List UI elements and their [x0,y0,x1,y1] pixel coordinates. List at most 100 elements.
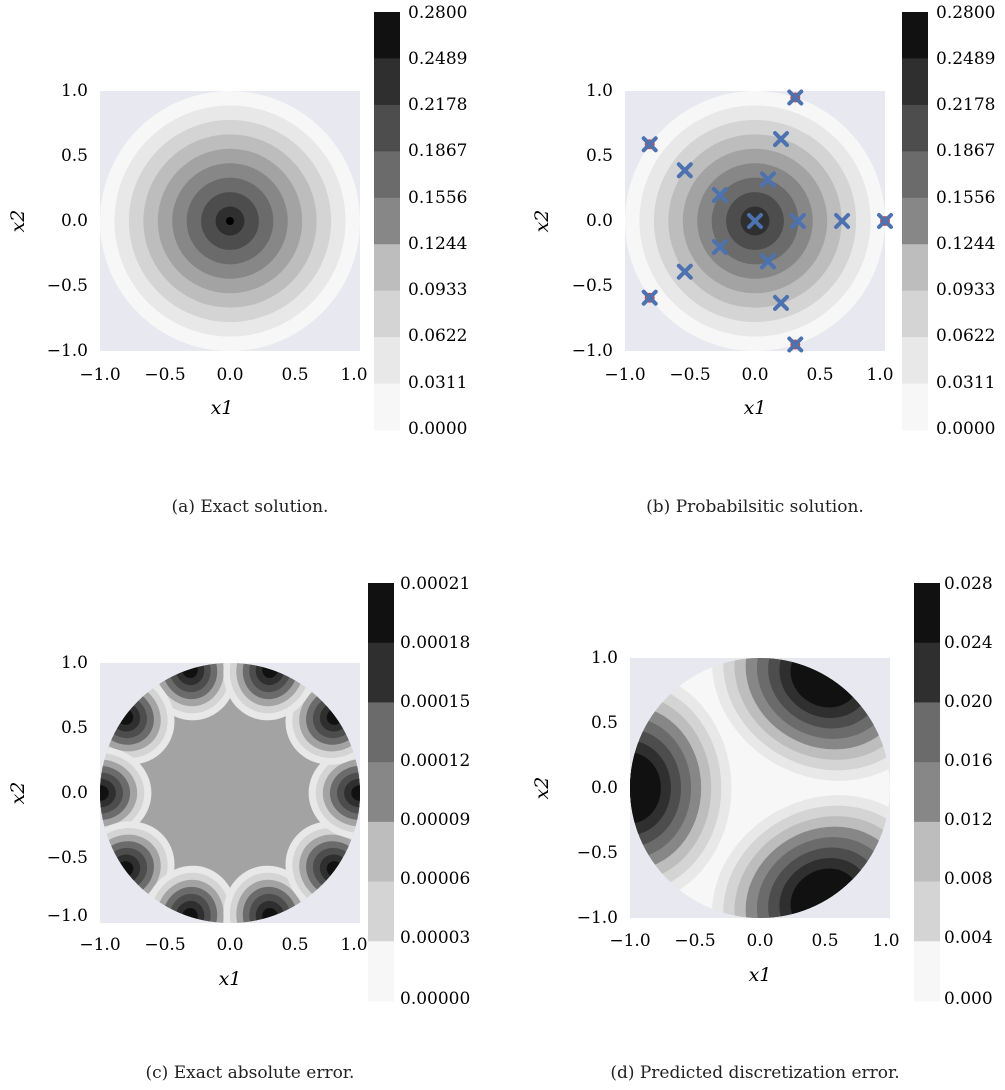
y-axis-label-b: x2 [531,210,553,233]
colorbar-tick-label: 0.1867 [936,141,995,161]
colorbar-tick-label: 0.2800 [408,3,467,23]
colorbar-tick-label: 0.028 [944,574,993,594]
colorbar-segment [368,583,394,644]
colorbar-segment [374,290,400,338]
colorbar-tick-label: 0.2178 [408,95,467,115]
x-tick-label: −0.5 [144,365,185,385]
x-axis-label-b: x1 [744,397,767,419]
colorbar-tick-label: 0.2489 [936,49,995,69]
colorbar-tick-label: 0.0000 [936,419,995,439]
interior-point-marker [760,253,776,270]
colorbar-ticks-d: 0.028 0.024 0.020 0.016 0.012 0.008 0.00… [944,574,993,1009]
colorbar-tick-label: 0.1556 [936,188,995,208]
colorbar-ticks-a: 0.2800 0.2489 0.2178 0.1867 0.1556 0.124… [408,3,467,439]
colorbar-tick-label: 0.1556 [408,188,467,208]
colorbar-tick-label: 0.00009 [400,810,470,830]
x-tick-label: −0.5 [674,931,715,951]
colorbar-tick-label: 0.00021 [400,574,470,594]
x-tick-label: −0.5 [669,365,710,385]
y-tick-label: −1.0 [47,906,88,926]
colorbar-segment [914,762,940,823]
colorbar-segment [902,12,928,59]
colorbar-segment [374,383,400,431]
colorbar-tick-label: 0.000 [944,989,993,1009]
y-tick-labels-a: 1.0 0.5 0.0 −0.5 −1.0 [47,81,88,361]
interior-point-marker [760,171,776,188]
contour-lobe [630,752,661,824]
colorbar-tick-label: 0.004 [944,928,993,948]
x-tick-label: 1.0 [866,365,893,385]
center-marker [226,217,234,225]
y-tick-label: 0.0 [61,211,88,231]
y-tick-label: 0.0 [61,783,88,803]
y-tick-label: −1.0 [572,341,613,361]
colorbar-segment [374,197,400,245]
colorbar-segment [902,151,928,199]
marker-stroke [711,187,728,203]
interior-point-marker [711,239,728,255]
y-tick-label: 0.0 [586,211,613,231]
caption-c: (c) Exact absolute error. [145,1063,355,1083]
colorbar-tick-label: 0.1244 [936,234,995,254]
boundary-point-marker [877,213,893,229]
y-tick-label: 0.5 [61,718,88,738]
marker-stroke [773,131,789,148]
colorbar-tick-label: 0.2489 [408,49,467,69]
interior-point-marker [789,213,806,229]
colorbar-tick-label: 0.0311 [408,373,467,393]
colorbar-tick-label: 0.1244 [408,234,467,254]
clipped-contours [100,663,360,923]
y-axis-label-a: x2 [7,210,29,233]
y-tick-label: −0.5 [572,276,613,296]
colorbar-segment [902,58,928,106]
y-tick-label: 0.5 [586,146,613,166]
panel-b: −1.0 −0.5 0.0 0.5 1.0 1.0 0.5 0.0 −0.5 −… [531,3,995,439]
collocation-points [641,89,893,353]
colorbar-segment [374,337,400,385]
y-tick-labels-b: 1.0 0.5 0.0 −0.5 −1.0 [572,81,613,361]
colorbar-tick-label: 0.0933 [936,280,995,300]
colorbar-segment [368,642,394,703]
colorbar-segment [368,881,394,942]
marker-stroke [834,213,851,229]
caption-b: (b) Probabilsitic solution. [646,497,864,517]
colorbar-segment [374,12,400,59]
y-tick-label: −0.5 [47,848,88,868]
y-tick-label: −0.5 [47,276,88,296]
x-tick-label: 0.0 [216,935,243,955]
boundary-point-marker [787,336,804,353]
contour-lobe [100,778,116,808]
colorbar-segment [374,244,400,292]
interior-point-marker [676,162,693,179]
marker-stroke [676,263,693,280]
colorbar-segment [914,941,940,1002]
colorbar-tick-label: 0.00000 [400,989,470,1009]
x-tick-label: 0.5 [806,365,833,385]
colorbar-b [902,12,928,431]
colorbar-ticks-b: 0.2800 0.2489 0.2178 0.1867 0.1556 0.124… [936,3,995,439]
y-tick-label: 1.0 [586,81,613,101]
boundary-point-marker [787,89,804,106]
x-tick-label: −1.0 [79,365,120,385]
colorbar-segment [914,821,940,883]
colorbar-segment [368,821,394,883]
y-tick-label: −1.0 [577,908,618,928]
x-tick-label: 0.5 [281,935,308,955]
marker-stroke [760,253,776,270]
y-tick-label: 0.5 [61,146,88,166]
colorbar-tick-label: 0.0622 [408,326,467,346]
contour-lobe [344,778,360,808]
colorbar-segment [914,702,940,763]
colorbar-tick-label: 0.2800 [936,3,995,23]
x-tick-labels-b: −1.0 −0.5 0.0 0.5 1.0 [604,365,893,385]
boundary-point-marker [641,289,658,306]
colorbar-segment [368,762,394,823]
colorbar-tick-label: 0.0311 [936,373,995,393]
panel-c: −1.0 −0.5 0.0 0.5 1.0 1.0 0.5 0.0 −0.5 −… [7,574,470,1009]
x-tick-label: −0.5 [144,935,185,955]
colorbar-segment [902,337,928,385]
panel-d: −1.0 −0.5 0.0 0.5 1.0 1.0 0.5 0.0 −0.5 −… [531,574,993,1009]
contour-lobe [351,785,360,801]
marker-stroke [760,171,776,188]
